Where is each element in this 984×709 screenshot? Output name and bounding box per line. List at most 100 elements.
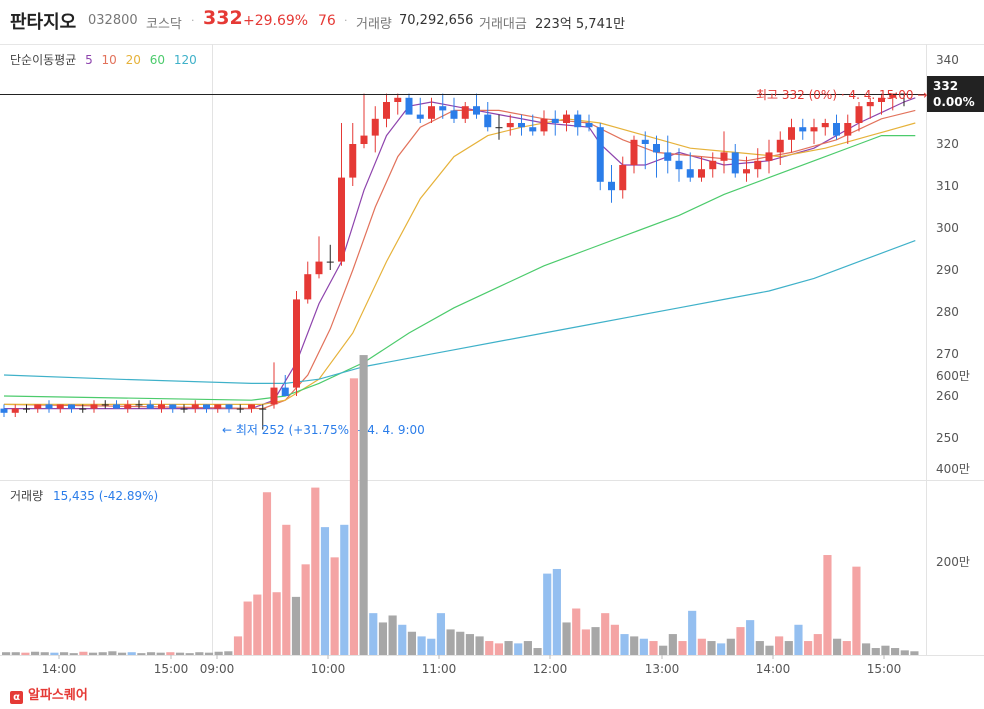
candle-body bbox=[146, 404, 154, 409]
candle bbox=[349, 123, 357, 186]
volume-bar bbox=[204, 652, 214, 655]
separator-dot: · bbox=[191, 14, 195, 27]
time-tick-label: 15:00 bbox=[154, 662, 189, 676]
candle-body bbox=[90, 404, 98, 409]
candle bbox=[540, 110, 548, 136]
volume-bar bbox=[552, 568, 561, 655]
volume-legend: 거래량 15,435 (-42.89%) bbox=[10, 489, 158, 503]
volume-bar bbox=[291, 596, 301, 655]
volume-bar bbox=[678, 641, 687, 655]
market-label: 코스닥 bbox=[146, 17, 182, 32]
volume-tick-label: 400만 bbox=[936, 462, 970, 476]
stock-chart[interactable]: 단순이동평균 5 10 20 60 120 340330320310300290… bbox=[0, 44, 984, 684]
candle bbox=[124, 400, 132, 413]
time-tick-label: 10:00 bbox=[311, 662, 346, 676]
brand-name: 알파스퀘어 bbox=[28, 688, 88, 703]
volume-bar bbox=[378, 622, 388, 655]
volume-bar bbox=[272, 592, 281, 655]
ma-legend-title: 단순이동평균 bbox=[10, 53, 76, 67]
candle bbox=[720, 131, 728, 174]
candle bbox=[45, 400, 53, 413]
volume-value: 70,292,656 bbox=[399, 13, 474, 28]
volume-bar bbox=[504, 641, 513, 655]
candle bbox=[11, 404, 19, 417]
brand-footer[interactable]: α 알파스퀘어 bbox=[10, 684, 88, 704]
volume-bar bbox=[523, 641, 532, 655]
candle-body bbox=[338, 177, 345, 262]
candle-body bbox=[439, 106, 447, 111]
volume-bar bbox=[262, 492, 272, 655]
candle bbox=[551, 110, 559, 136]
candle-body bbox=[574, 114, 582, 128]
volume-tick-label: 200만 bbox=[936, 555, 970, 569]
volume-bar bbox=[137, 653, 146, 655]
volume-bar bbox=[282, 524, 291, 655]
volume-bar bbox=[88, 652, 98, 655]
separator-dot: · bbox=[344, 14, 348, 27]
candle-body bbox=[506, 123, 514, 128]
volume-legend-value: 15,435 (-42.89%) bbox=[53, 489, 158, 503]
candle bbox=[788, 118, 795, 153]
candle-body bbox=[68, 404, 75, 409]
volume-bar bbox=[659, 645, 668, 655]
candle bbox=[158, 400, 165, 413]
candle-body bbox=[585, 123, 593, 128]
volume-bar bbox=[224, 651, 233, 655]
candle-body bbox=[788, 127, 795, 140]
candle bbox=[203, 404, 210, 413]
volume-bar bbox=[243, 601, 252, 655]
candle-body bbox=[214, 404, 222, 409]
candle bbox=[405, 93, 413, 115]
candle-body bbox=[529, 127, 537, 132]
candle-body bbox=[45, 404, 53, 409]
volume-bar bbox=[804, 641, 813, 655]
candle-body bbox=[248, 404, 255, 409]
volume-bar bbox=[311, 487, 320, 655]
candle bbox=[450, 97, 458, 123]
volume-bar bbox=[794, 624, 803, 655]
candle bbox=[214, 404, 222, 413]
candle-body bbox=[484, 114, 492, 128]
candle bbox=[664, 135, 672, 174]
ma-legend[interactable]: 단순이동평균 5 10 20 60 120 bbox=[10, 53, 197, 67]
volume-bar bbox=[417, 636, 426, 655]
candle-body bbox=[743, 169, 750, 174]
candle bbox=[101, 400, 109, 409]
candle-body bbox=[281, 387, 289, 396]
time-axis: 14:00 15:00 09:00 10:00 11:00 12:00 13:00 14:00… bbox=[42, 655, 901, 676]
candle bbox=[878, 93, 885, 115]
volume-bar bbox=[717, 643, 726, 655]
candle bbox=[338, 123, 345, 266]
volume-bar bbox=[784, 641, 793, 655]
candle-body bbox=[698, 169, 705, 178]
candle-body bbox=[495, 127, 503, 129]
candle-body bbox=[540, 118, 548, 132]
ma10-legend: 10 bbox=[102, 53, 117, 67]
volume-bar bbox=[755, 641, 764, 655]
candle-body bbox=[191, 404, 199, 409]
candle bbox=[428, 97, 435, 123]
volume-bar bbox=[156, 652, 165, 655]
candle-body bbox=[371, 118, 379, 136]
candle bbox=[315, 236, 323, 279]
candle-body bbox=[799, 127, 807, 132]
candle-body bbox=[821, 123, 829, 128]
volume-bar bbox=[40, 652, 49, 655]
candle-body bbox=[810, 127, 818, 132]
volume-bar bbox=[475, 636, 484, 655]
candle bbox=[68, 404, 75, 413]
volume-bar bbox=[823, 555, 832, 655]
candle-body bbox=[23, 408, 30, 410]
candle bbox=[833, 114, 840, 140]
time-tick-label: 09:00 bbox=[200, 662, 235, 676]
price-tick-label: 320 bbox=[936, 137, 959, 151]
volume-bar bbox=[465, 634, 474, 655]
stock-name[interactable]: 판타지오 bbox=[10, 12, 77, 33]
candle bbox=[79, 404, 87, 413]
candle bbox=[23, 404, 30, 413]
time-tick-label: 14:00 bbox=[42, 662, 77, 676]
current-price: 332 bbox=[203, 7, 243, 29]
price-tick-label: 250 bbox=[936, 431, 959, 445]
volume-bar bbox=[330, 557, 339, 655]
volume-bar bbox=[21, 652, 30, 655]
